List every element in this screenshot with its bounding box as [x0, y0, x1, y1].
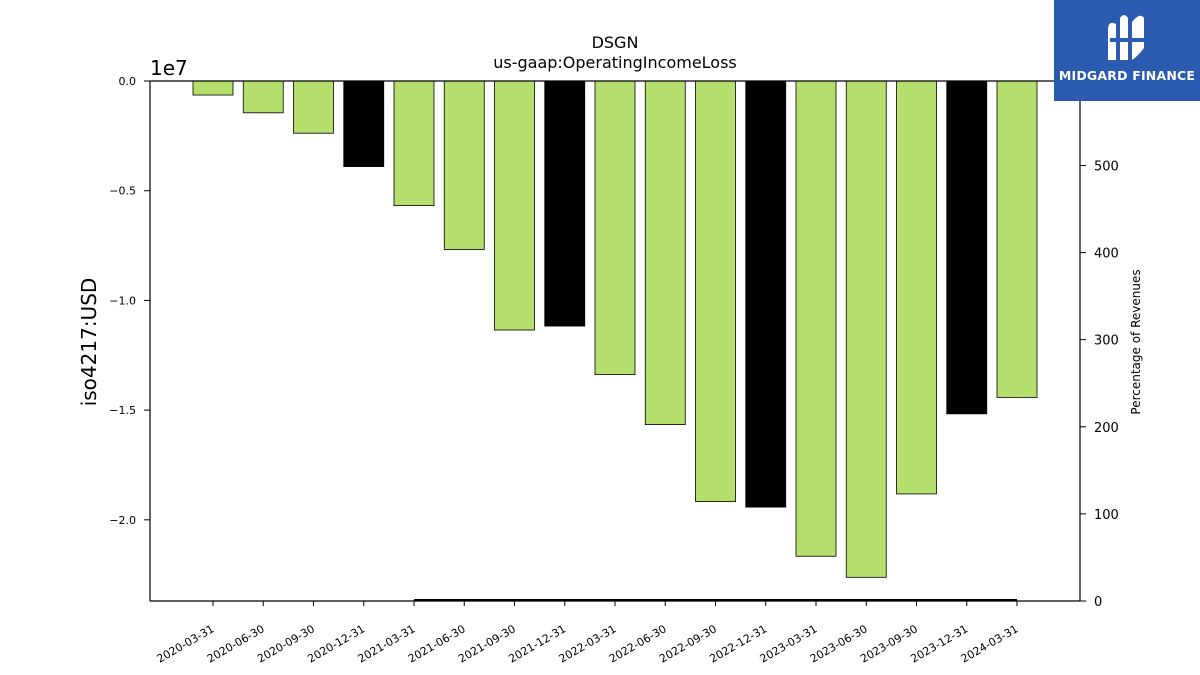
- y-offset-label: 1e7: [150, 56, 188, 80]
- bar-2020-03-31: [192, 80, 234, 96]
- bar-2024-03-31: [996, 80, 1038, 398]
- y-tick-label: −2.0: [109, 514, 136, 527]
- chart-subtitle: us-gaap:OperatingIncomeLoss: [493, 53, 737, 72]
- bar-2021-06-30: [443, 80, 485, 250]
- bar-2022-06-30: [644, 80, 686, 425]
- y2-tick-label: 300: [1094, 334, 1119, 349]
- x-axis-ticks: 2020-03-312020-06-302020-09-302020-12-31…: [155, 601, 1021, 666]
- y-tick-label: −1.0: [109, 294, 136, 307]
- logo-text: MIDGARD FINANCE: [1058, 68, 1196, 83]
- bars-group: [192, 80, 1038, 578]
- y2-axis-label: Percentage of Revenues: [1129, 269, 1143, 414]
- bar-2020-09-30: [293, 80, 334, 134]
- y2-tick-label: 200: [1094, 421, 1119, 436]
- y-tick-label: −1.5: [109, 404, 136, 417]
- y-tick-label: −0.5: [109, 185, 136, 198]
- bar-2021-03-31: [393, 80, 435, 207]
- x-tick-label: 2024-03-31: [959, 622, 1021, 665]
- bar-2020-06-30: [242, 80, 284, 114]
- bar-2022-03-31: [594, 80, 636, 375]
- y2-tick-label: 100: [1094, 508, 1119, 523]
- bar-2022-09-30: [695, 80, 736, 503]
- bar-2023-12-31: [946, 80, 988, 415]
- y2-axis-ticks: 0 100 200 300 400 500: [1080, 159, 1119, 610]
- bar-2021-12-31: [544, 80, 586, 327]
- bar-2023-06-30: [845, 80, 887, 578]
- bar-2023-09-30: [896, 80, 937, 495]
- y2-tick-label: 0: [1094, 595, 1102, 610]
- y-axis-label: iso4217:USD: [77, 278, 101, 407]
- y-tick-label: 0.0: [119, 75, 137, 88]
- bar-2020-12-31: [343, 80, 385, 167]
- y2-tick-label: 400: [1094, 247, 1119, 262]
- bar-2022-12-31: [745, 80, 787, 508]
- y-axis-ticks: 0.0 −0.5 −1.0 −1.5 −2.0: [109, 75, 150, 527]
- midgard-finance-logo: MIDGARD FINANCE: [1054, 0, 1200, 101]
- bar-2023-03-31: [795, 80, 837, 557]
- chart-title: DSGN: [592, 33, 639, 52]
- bar-2021-09-30: [494, 80, 535, 331]
- y2-tick-label: 500: [1094, 159, 1119, 174]
- midgard-logo-icon: [1108, 15, 1144, 60]
